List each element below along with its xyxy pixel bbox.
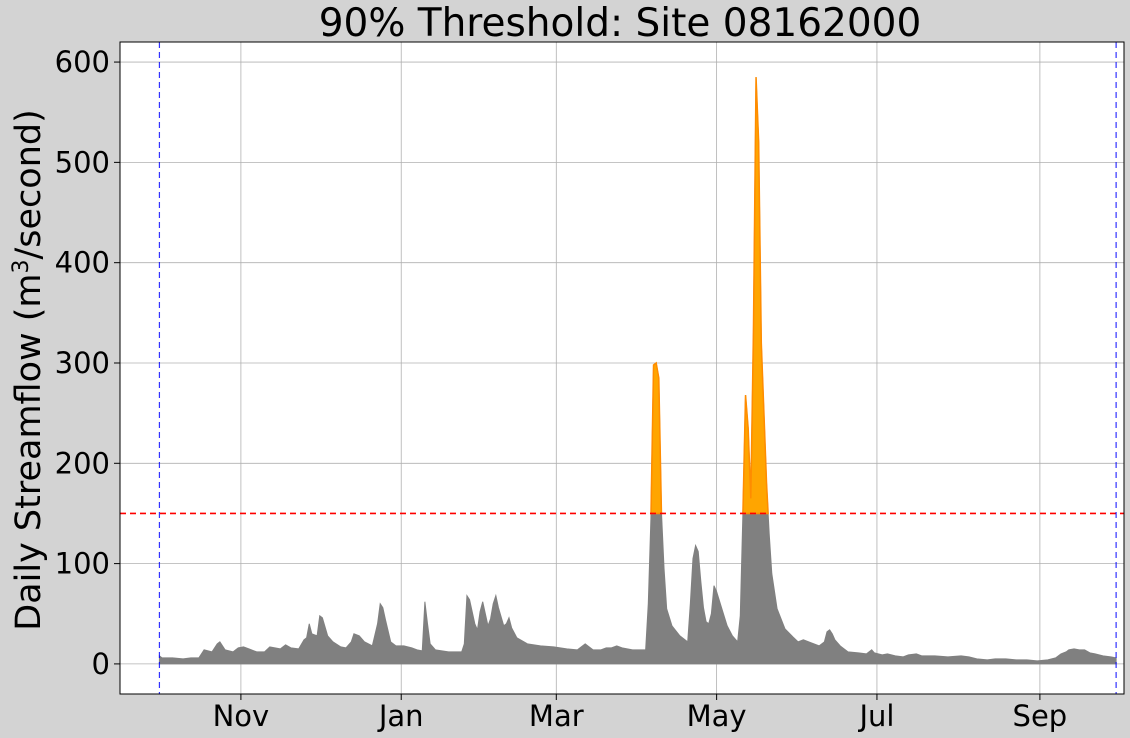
y-tick-label: 100 — [55, 547, 110, 581]
y-axis: 0 100 200 300 400 500 600 — [55, 45, 120, 681]
y-tick-label: 400 — [55, 246, 110, 280]
x-tick-label: Jan — [377, 699, 424, 733]
y-axis-label-superscript: 3 — [9, 260, 34, 274]
x-tick-label: Mar — [529, 699, 584, 733]
streamflow-area — [158, 77, 1117, 665]
y-axis-label-suffix: /second) — [9, 109, 49, 259]
y-axis-label: Daily Streamflow (m3/second) — [9, 109, 50, 631]
reference-lines — [120, 42, 1124, 694]
x-tick-label: May — [687, 699, 747, 733]
y-tick-label: 500 — [55, 145, 110, 179]
y-tick-label: 300 — [55, 346, 110, 380]
x-tick-label: Jul — [857, 699, 894, 733]
plot-area-background — [120, 42, 1124, 694]
y-tick-label: 600 — [55, 45, 110, 79]
y-tick-label: 200 — [55, 446, 110, 480]
x-tick-label: Nov — [213, 699, 270, 733]
plot-area-frame — [119, 41, 1125, 695]
above-threshold-area — [742, 77, 769, 515]
chart-title: 90% Threshold: Site 08162000 — [319, 1, 922, 46]
y-axis-label-text: Daily Streamflow (m — [9, 274, 49, 631]
x-tick-label: Sep — [1013, 699, 1068, 733]
y-tick-label: 0 — [92, 647, 110, 681]
x-axis: Nov Jan Mar May Jul Sep — [213, 694, 1068, 733]
grid-lines — [120, 42, 1124, 694]
